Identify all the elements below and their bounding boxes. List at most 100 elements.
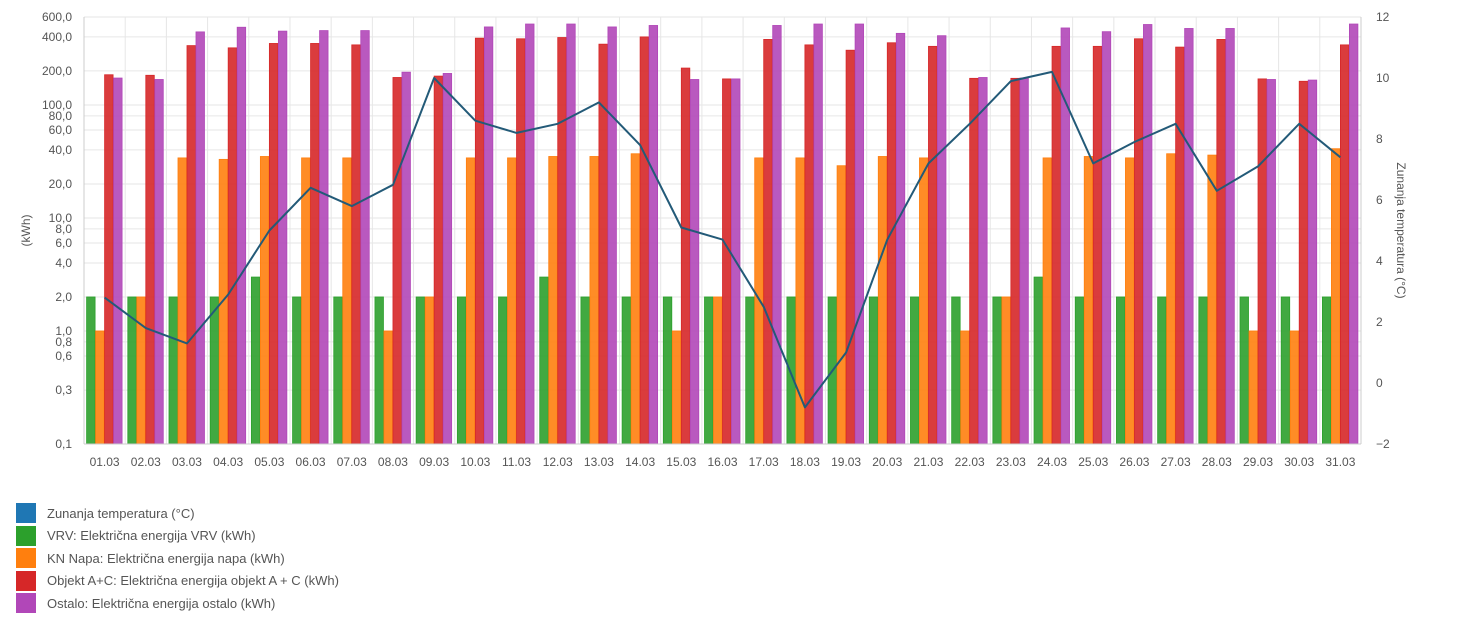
bar-ostalo[interactable]	[854, 23, 864, 445]
bar-vrv[interactable]	[1198, 296, 1208, 445]
bar-ostalo[interactable]	[1143, 24, 1153, 445]
bar-napa[interactable]	[136, 296, 146, 445]
bar-ostalo[interactable]	[566, 23, 576, 445]
bar-napa[interactable]	[177, 157, 187, 445]
bar-ostalo[interactable]	[772, 25, 782, 445]
bar-napa[interactable]	[507, 157, 517, 445]
bar-objekt[interactable]	[310, 43, 320, 445]
bar-vrv[interactable]	[250, 276, 261, 445]
bar-objekt[interactable]	[392, 77, 402, 445]
bar-objekt[interactable]	[1092, 45, 1103, 445]
bar-objekt[interactable]	[1340, 44, 1350, 445]
bar-vrv[interactable]	[868, 296, 879, 445]
bar-napa[interactable]	[1331, 148, 1341, 445]
bar-vrv[interactable]	[1239, 296, 1249, 445]
bar-napa[interactable]	[1042, 157, 1052, 445]
bar-objekt[interactable]	[145, 74, 155, 445]
bar-napa[interactable]	[877, 156, 888, 445]
bar-ostalo[interactable]	[1266, 79, 1276, 445]
bar-objekt[interactable]	[639, 36, 650, 445]
bar-vrv[interactable]	[704, 296, 714, 445]
bar-napa[interactable]	[1001, 296, 1011, 445]
bar-vrv[interactable]	[621, 296, 632, 445]
bar-ostalo[interactable]	[895, 32, 906, 445]
bar-napa[interactable]	[1207, 154, 1217, 445]
bar-objekt[interactable]	[186, 45, 196, 445]
bar-objekt[interactable]	[516, 38, 526, 445]
bar-napa[interactable]	[301, 157, 311, 445]
bar-napa[interactable]	[919, 157, 929, 445]
bar-vrv[interactable]	[786, 296, 796, 445]
bar-objekt[interactable]	[804, 44, 814, 445]
bar-vrv[interactable]	[292, 296, 302, 445]
bar-objekt[interactable]	[351, 44, 361, 445]
bar-napa[interactable]	[960, 330, 970, 445]
bar-vrv[interactable]	[415, 296, 426, 445]
bar-ostalo[interactable]	[483, 26, 494, 445]
bar-ostalo[interactable]	[1349, 23, 1359, 445]
bar-vrv[interactable]	[662, 296, 673, 445]
bar-ostalo[interactable]	[113, 77, 123, 445]
bar-objekt[interactable]	[268, 43, 279, 445]
bar-objekt[interactable]	[104, 74, 114, 445]
bar-vrv[interactable]	[1116, 296, 1126, 445]
bar-napa[interactable]	[424, 296, 435, 445]
temperature-line[interactable]	[104, 70, 1342, 409]
bar-objekt[interactable]	[1216, 39, 1226, 445]
bar-ostalo[interactable]	[813, 23, 823, 445]
bar-objekt[interactable]	[1010, 77, 1020, 445]
bar-ostalo[interactable]	[236, 26, 247, 445]
bar-ostalo[interactable]	[978, 77, 988, 445]
bar-napa[interactable]	[589, 156, 599, 445]
bar-vrv[interactable]	[539, 276, 549, 445]
bar-vrv[interactable]	[1033, 276, 1043, 445]
legend-item-napa[interactable]: KN Napa: Električna energija napa (kWh)	[16, 547, 339, 570]
bar-objekt[interactable]	[557, 37, 567, 445]
bar-ostalo[interactable]	[1225, 28, 1235, 445]
bar-napa[interactable]	[383, 330, 393, 445]
bar-objekt[interactable]	[1175, 46, 1185, 445]
bar-vrv[interactable]	[1157, 296, 1167, 445]
bar-objekt[interactable]	[433, 75, 444, 445]
bar-objekt[interactable]	[845, 49, 855, 445]
bar-ostalo[interactable]	[319, 30, 329, 445]
bar-vrv[interactable]	[992, 296, 1002, 445]
bar-napa[interactable]	[1289, 330, 1300, 445]
bar-objekt[interactable]	[763, 39, 773, 445]
bar-ostalo[interactable]	[1101, 31, 1112, 445]
bar-ostalo[interactable]	[1060, 27, 1070, 445]
legend-item-objekt[interactable]: Objekt A+C: Električna energija objekt A…	[16, 570, 339, 593]
bar-vrv[interactable]	[209, 296, 220, 445]
bar-ostalo[interactable]	[937, 35, 947, 445]
bar-objekt[interactable]	[969, 77, 979, 445]
bar-vrv[interactable]	[1322, 296, 1332, 445]
bar-ostalo[interactable]	[1019, 77, 1029, 445]
bar-napa[interactable]	[630, 153, 641, 445]
legend-item-ostalo[interactable]: Ostalo: Električna energija ostalo (kWh)	[16, 592, 339, 615]
bar-vrv[interactable]	[456, 296, 467, 445]
bar-ostalo[interactable]	[525, 23, 535, 445]
bar-ostalo[interactable]	[277, 30, 288, 445]
bar-napa[interactable]	[1125, 157, 1135, 445]
bar-ostalo[interactable]	[648, 25, 659, 445]
bar-napa[interactable]	[1166, 153, 1176, 445]
bar-objekt[interactable]	[680, 67, 691, 445]
bar-objekt[interactable]	[1257, 78, 1267, 445]
bar-vrv[interactable]	[580, 296, 590, 445]
bar-ostalo[interactable]	[154, 79, 164, 445]
bar-napa[interactable]	[342, 157, 352, 445]
bar-napa[interactable]	[548, 156, 558, 445]
bar-vrv[interactable]	[333, 296, 343, 445]
bar-objekt[interactable]	[1298, 80, 1309, 445]
bar-ostalo[interactable]	[442, 73, 453, 445]
bar-vrv[interactable]	[951, 296, 961, 445]
bar-ostalo[interactable]	[360, 30, 370, 445]
bar-ostalo[interactable]	[607, 26, 617, 445]
bar-ostalo[interactable]	[195, 31, 205, 445]
bar-objekt[interactable]	[1134, 38, 1144, 445]
bar-objekt[interactable]	[227, 47, 238, 445]
bar-vrv[interactable]	[374, 296, 384, 445]
bar-napa[interactable]	[259, 156, 270, 445]
bar-vrv[interactable]	[1280, 296, 1291, 445]
bar-napa[interactable]	[671, 330, 682, 445]
